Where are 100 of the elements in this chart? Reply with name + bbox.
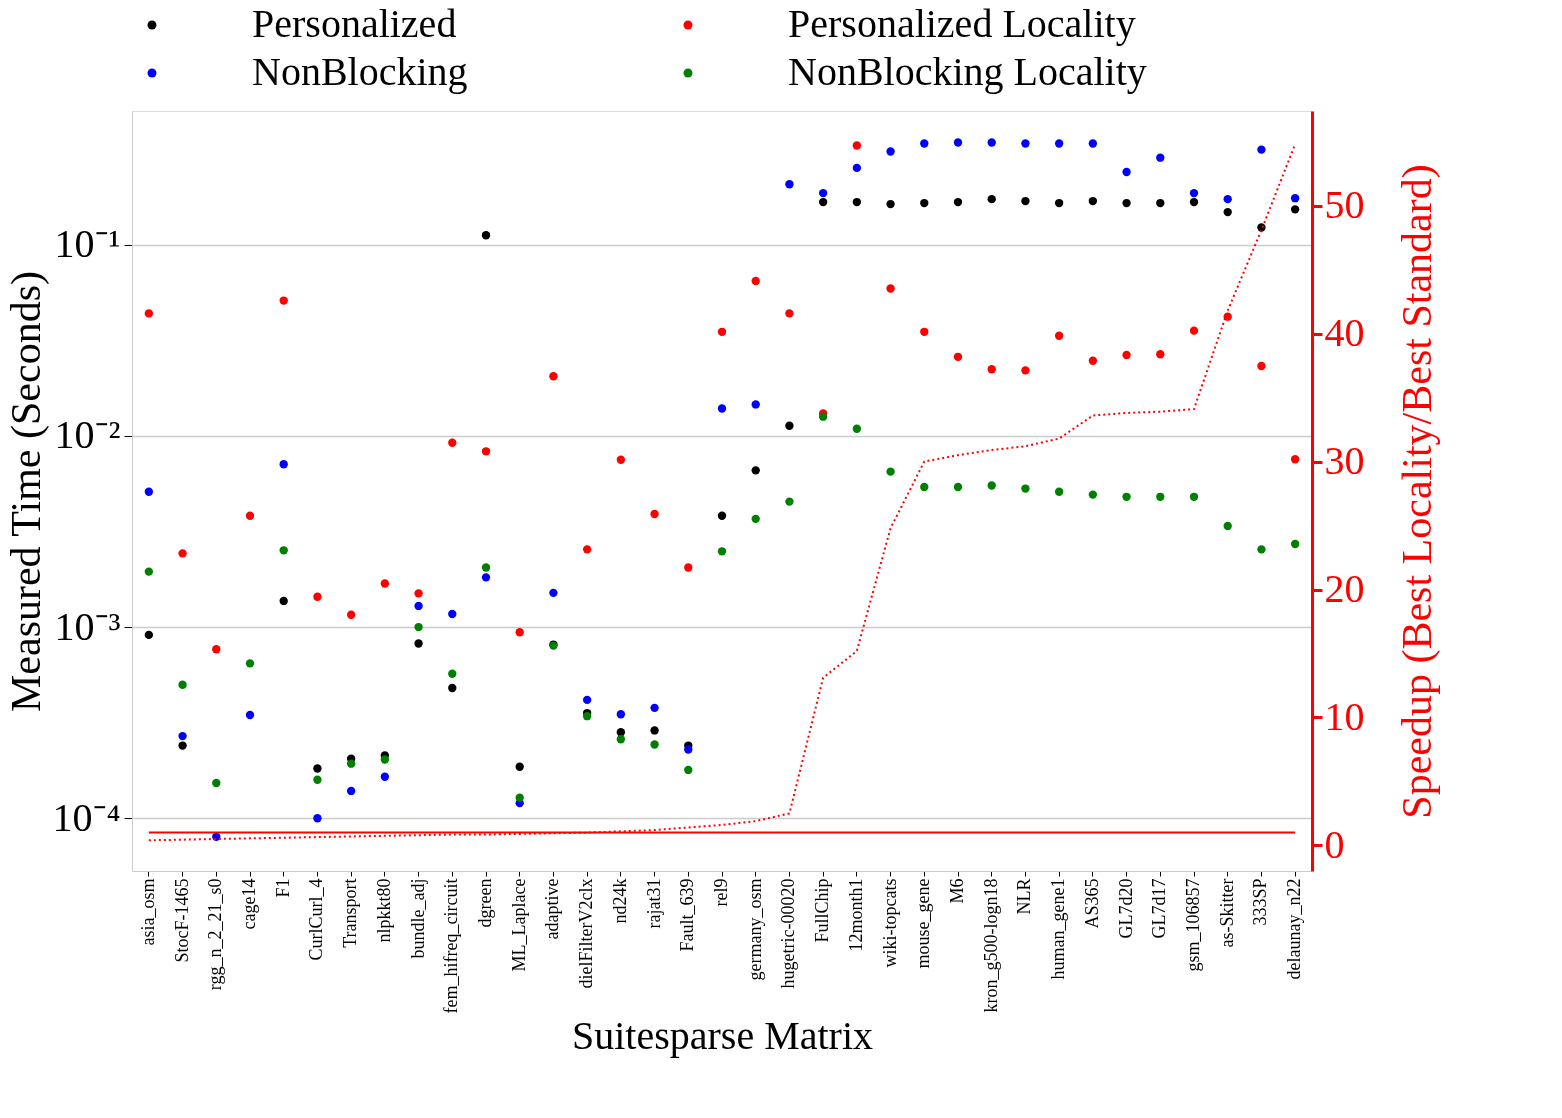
x-tick-label: dgreen	[475, 878, 495, 928]
point	[1257, 545, 1266, 554]
point	[1088, 490, 1098, 499]
point	[346, 610, 356, 619]
point	[212, 645, 221, 654]
point	[616, 728, 626, 737]
y2-axis-title: Speedup (Best Locality/Best Standard)	[1393, 164, 1441, 819]
point	[178, 680, 187, 689]
point	[144, 630, 154, 640]
x-tick-label: M6	[947, 878, 967, 904]
point	[852, 197, 862, 207]
point	[1223, 521, 1232, 531]
point	[212, 778, 221, 788]
point	[178, 549, 187, 558]
point	[1122, 198, 1131, 208]
x-tick-label: rel9	[711, 878, 731, 907]
y-tick-label: 10⁻⁴	[52, 794, 121, 840]
legend-label: Personalized	[252, 1, 457, 46]
point	[616, 710, 626, 719]
point	[920, 327, 929, 336]
point	[448, 683, 457, 693]
point	[785, 309, 794, 318]
x-tick-label: nd24k	[609, 878, 630, 924]
point	[953, 482, 963, 492]
point	[515, 793, 524, 802]
point	[380, 579, 390, 588]
point	[279, 296, 288, 305]
point	[481, 563, 491, 572]
point	[346, 786, 356, 796]
y-tick-label: 10⁻³	[54, 603, 121, 649]
point	[987, 138, 996, 147]
x-tick-label: asia_osm	[137, 878, 158, 946]
point	[549, 372, 558, 381]
point	[1290, 205, 1300, 214]
point	[481, 231, 491, 240]
point	[920, 139, 929, 148]
point	[346, 759, 356, 768]
x-tick-label: delaunay_n22	[1284, 878, 1305, 980]
point	[414, 601, 423, 611]
point	[852, 163, 862, 173]
point	[1088, 139, 1098, 148]
legend-label: NonBlocking	[252, 49, 468, 94]
x-tick-label: NLR	[1014, 878, 1035, 915]
x-tick-label: StocF-1465	[171, 878, 192, 963]
point	[1054, 198, 1064, 208]
point	[279, 596, 288, 606]
point	[920, 482, 929, 492]
point	[1156, 350, 1165, 359]
x-tick-label: mouse_gene	[913, 878, 934, 969]
point	[448, 438, 457, 447]
x-tick-label: Transport	[340, 878, 361, 948]
point	[852, 141, 862, 150]
x-tick-label: as-Skitter	[1216, 878, 1237, 948]
point	[1122, 167, 1131, 177]
point	[886, 467, 895, 476]
point	[650, 726, 659, 735]
y2-tick-label: 30	[1324, 438, 1365, 484]
point	[987, 481, 996, 490]
point	[751, 276, 760, 286]
x-tick-label: kron_g500-logn18	[980, 878, 1001, 1013]
y2-tick-label: 10	[1324, 693, 1365, 739]
point	[717, 404, 727, 413]
x-tick-label: F1	[272, 878, 293, 898]
point	[650, 740, 659, 749]
point	[1189, 492, 1199, 501]
point	[886, 199, 895, 209]
point	[953, 352, 963, 362]
point	[1156, 153, 1165, 162]
point	[1189, 197, 1199, 207]
point	[785, 180, 794, 189]
point	[818, 197, 828, 207]
point	[717, 511, 727, 520]
point	[751, 400, 760, 409]
y2-tick-label: 0	[1324, 821, 1345, 867]
point	[1189, 326, 1199, 335]
point	[515, 628, 524, 637]
y2-tick-label: 40	[1324, 310, 1365, 356]
point	[650, 509, 659, 519]
point	[684, 765, 693, 775]
point	[313, 592, 322, 601]
point	[313, 814, 322, 823]
x-tick-label: fem_hifreq_circuit	[441, 878, 462, 1014]
x-tick-label: rgg_n_2_21_s0	[205, 878, 226, 991]
point	[987, 194, 996, 204]
point	[785, 497, 794, 506]
point	[650, 703, 659, 713]
point	[481, 573, 491, 582]
point	[1223, 194, 1232, 204]
point	[414, 639, 423, 648]
point	[616, 455, 626, 464]
point	[582, 695, 592, 705]
point	[818, 188, 828, 198]
point	[1088, 196, 1098, 206]
point	[1156, 198, 1165, 208]
x-axis-title: Suitesparse Matrix	[571, 1013, 874, 1059]
x-tick-label: GL7d20	[1115, 878, 1136, 939]
x-tick-label: human_gene1	[1048, 878, 1069, 980]
point	[414, 622, 423, 632]
point	[1122, 350, 1131, 360]
point	[717, 547, 727, 556]
